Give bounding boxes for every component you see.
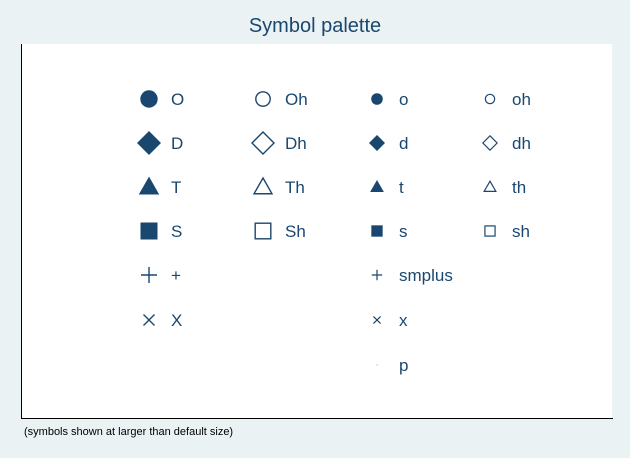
- symbol-label-t: t: [399, 178, 404, 197]
- symbol-label-Dh: Dh: [285, 134, 307, 153]
- symbol-label-Th: Th: [285, 178, 305, 197]
- x-axis-line: [21, 418, 613, 419]
- symbol-label-S: S: [171, 222, 183, 241]
- marker-s-14: [371, 225, 383, 237]
- marker-sh-15: [484, 225, 496, 237]
- marker-Oh-1: [255, 91, 271, 107]
- symbol-label-+: +: [171, 266, 181, 285]
- marker-X-18: [143, 314, 155, 326]
- symbol-label-X: X: [171, 311, 183, 330]
- symbol-label-T: T: [171, 178, 182, 197]
- symbol-label-sh: sh: [512, 222, 530, 241]
- y-axis-line: [21, 44, 22, 419]
- symbol-label-p: p: [399, 356, 409, 375]
- symbol-label-D: D: [171, 134, 184, 153]
- chart-title: Symbol palette: [248, 15, 382, 37]
- symbol-label-Sh: Sh: [285, 222, 306, 241]
- marker-Dh-5: [251, 131, 275, 155]
- marker-oh-3: [484, 93, 496, 105]
- marker-S-12: [140, 222, 158, 240]
- marker-x-19: [373, 316, 381, 324]
- marker-Sh-13: [254, 222, 272, 240]
- marker-T-8: [138, 176, 160, 195]
- marker-D-4: [137, 131, 161, 155]
- marker-o-2: [371, 93, 383, 105]
- symbol-label-d: d: [399, 134, 409, 153]
- marker-p-20: [376, 364, 378, 366]
- plot-region: [22, 44, 612, 418]
- marker-dh-7: [482, 135, 498, 151]
- marker-d-6: [369, 135, 385, 151]
- symbol-label-oh: oh: [512, 90, 531, 109]
- marker-O-0: [140, 90, 158, 108]
- symbol-label-O: O: [171, 90, 185, 109]
- marker-th-11: [483, 179, 497, 192]
- marker-+-16: [141, 267, 157, 283]
- symbol-label-o: o: [399, 90, 409, 109]
- symbol-label-th: th: [512, 178, 527, 197]
- symbol-label-x: x: [399, 311, 408, 330]
- symbol-label-smplus: smplus: [399, 266, 453, 285]
- symbol-label-Oh: Oh: [285, 90, 308, 109]
- marker-t-10: [370, 179, 384, 192]
- chart-note: (symbols shown at larger than default si…: [24, 426, 234, 438]
- marker-Th-9: [252, 176, 274, 195]
- marker-smplus-17: [371, 269, 383, 281]
- symbol-label-dh: dh: [512, 134, 531, 153]
- symbol-label-s: s: [399, 222, 408, 241]
